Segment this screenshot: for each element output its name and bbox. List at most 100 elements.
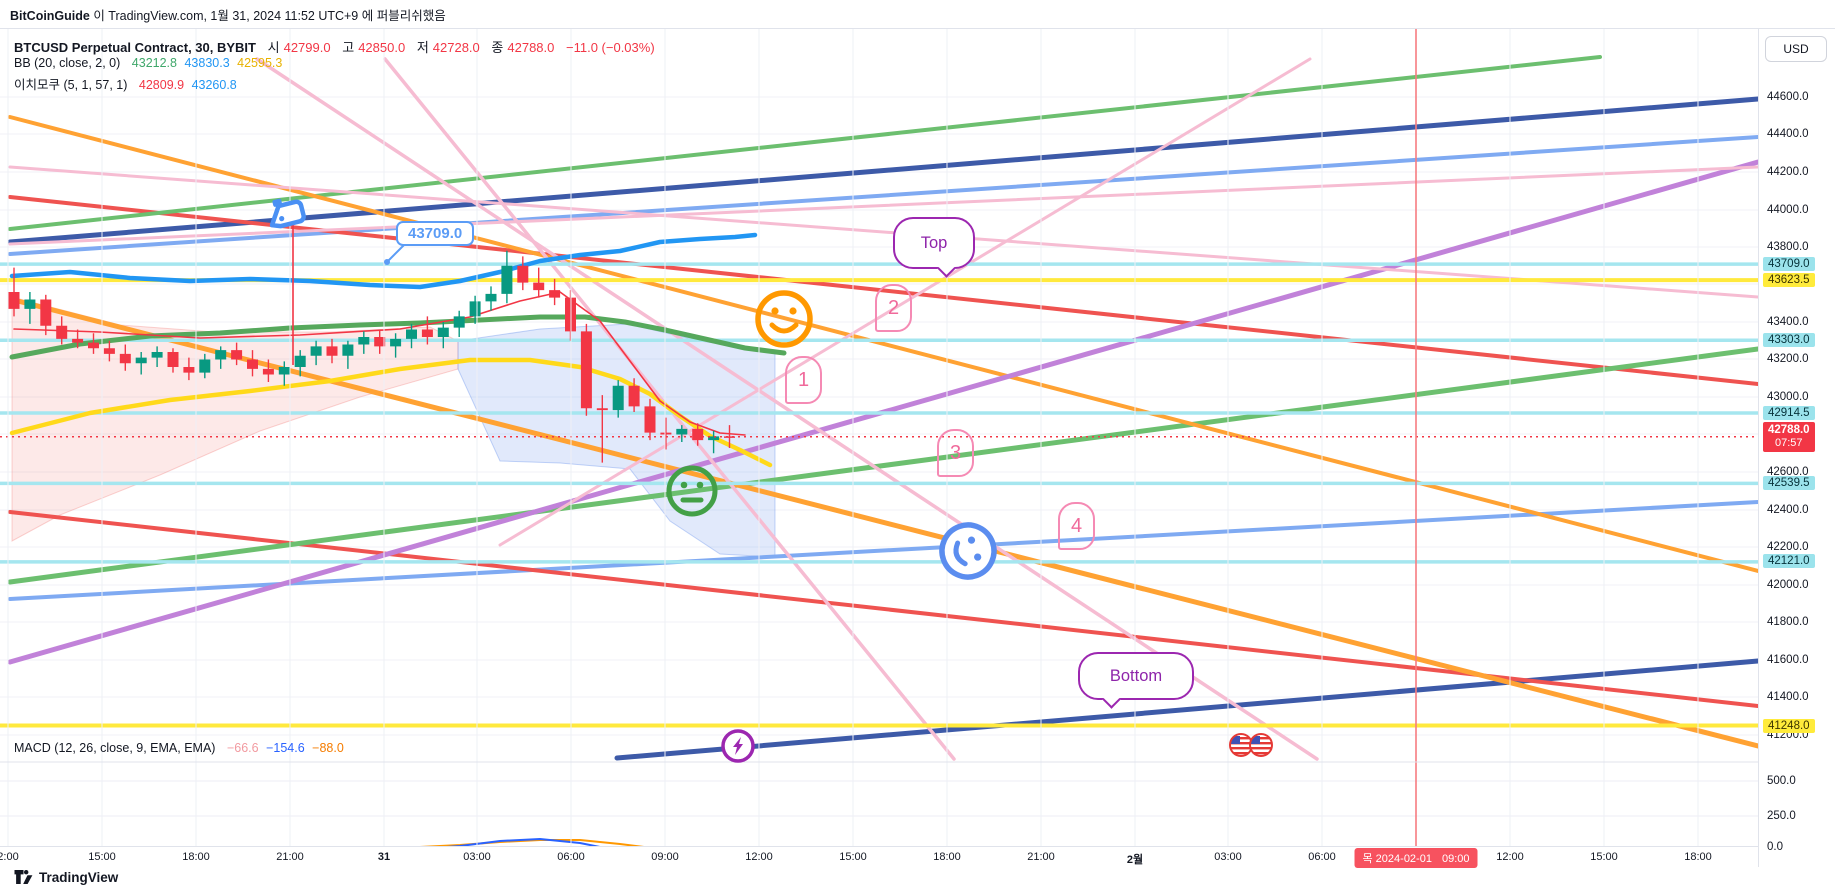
price-tick-label: 41600.0	[1767, 654, 1809, 666]
price-axis[interactable]: USD 44600.0 44400.0 44200.0 44000.0 43800.0 4…	[1758, 29, 1835, 867]
price-tick-label: 43400.0	[1767, 316, 1809, 328]
price-callout-drawing[interactable]: 43709.0	[396, 221, 475, 246]
candle-body	[231, 350, 243, 360]
candle-body	[40, 299, 52, 326]
tilted-smiley-face-emoji-stamp[interactable]	[936, 519, 1000, 583]
candle-body	[612, 385, 624, 411]
price-tag-icon[interactable]	[262, 191, 314, 239]
price-tick-label: 42400.0	[1767, 504, 1809, 516]
main-pane[interactable]	[0, 55, 1758, 761]
candle-body	[183, 367, 195, 373]
usa-flags-icon[interactable]	[1228, 731, 1276, 759]
time-tick-label: 06:00	[557, 851, 585, 863]
candle-body	[517, 265, 529, 283]
macd-title[interactable]: MACD (12, 26, close, 9, EMA, EMA)	[14, 741, 216, 755]
lightning-icon[interactable]	[719, 727, 757, 765]
ohlc-close: 종 42788.0	[491, 40, 555, 55]
bb-legend-row[interactable]: BB (20, close, 2, 0) 43212.8 43830.3 425…	[14, 56, 286, 70]
number-badge-4[interactable]: 4	[1058, 502, 1095, 550]
tradingview-brand-link[interactable]: TradingView	[14, 869, 118, 886]
candle-body	[692, 428, 704, 441]
top-speech-bubble[interactable]: Top	[893, 217, 975, 278]
time-tick-label: 15:00	[839, 851, 867, 863]
orange-trendline-upper[interactable]	[8, 115, 1758, 573]
bottom-speech-bubble[interactable]: Bottom	[1078, 652, 1194, 709]
last-price-badge: 42788.0 07:57	[1763, 421, 1815, 453]
candle-body	[215, 350, 227, 360]
bb-title[interactable]: BB (20, close, 2, 0)	[14, 56, 121, 70]
ichimoku-conversion-value: 42809.9	[138, 78, 185, 92]
candle-body	[72, 338, 84, 343]
navy-trendline-lower[interactable]	[614, 658, 1758, 761]
price-level-badge: 42914.5	[1763, 406, 1815, 420]
macd-signal-value: −88.0	[312, 741, 344, 755]
symbol-legend-row[interactable]: BTCUSD Perpetual Contract, 30, BYBIT 시 42…	[14, 37, 659, 56]
green-trendline-upper[interactable]	[8, 55, 1602, 231]
time-tick-label: 03:00	[1214, 851, 1242, 863]
candle-body	[628, 385, 640, 407]
price-level-badge: 41248.0	[1763, 719, 1815, 733]
bb-upper-value: 43830.3	[184, 56, 230, 70]
green-trendline-rising[interactable]	[7, 346, 1758, 585]
number-badge-2[interactable]: 2	[875, 284, 912, 332]
change-value: −11.0 (−0.03%)	[566, 40, 655, 55]
candle-body	[374, 337, 386, 347]
happy-face-emoji-stamp[interactable]	[752, 287, 816, 351]
pink-rising-trendline[interactable]	[498, 57, 1312, 547]
candle-body	[580, 331, 592, 409]
number-badge-3[interactable]: 3	[937, 429, 974, 477]
candle-body	[660, 432, 672, 435]
macd-legend-row[interactable]: MACD (12, 26, close, 9, EMA, EMA) −66.6 …	[14, 741, 348, 755]
time-tick-label: 03:00	[463, 851, 491, 863]
macd-tick-label: 500.0	[1767, 775, 1796, 787]
number-badge-1[interactable]: 1	[785, 356, 822, 404]
candle-body	[469, 301, 481, 317]
time-tick-label: 2:00	[0, 851, 19, 863]
candle-body	[8, 292, 20, 309]
price-tick-label: 41400.0	[1767, 691, 1809, 703]
candle-body	[708, 436, 720, 441]
ichimoku-base-value: 43260.8	[191, 78, 237, 92]
ohlc-high: 고 42850.0	[342, 40, 406, 55]
cornflower-trendline-lower[interactable]	[8, 500, 1758, 601]
candle-body	[644, 406, 656, 433]
author-name[interactable]: BitCoinGuide	[10, 9, 90, 23]
price-level-badge: 43623.5	[1763, 273, 1815, 287]
cornflower-trendline-upper[interactable]	[8, 135, 1758, 256]
ichimoku-legend-row[interactable]: 이치모쿠 (5, 1, 57, 1) 42809.9 43260.8	[14, 74, 241, 93]
candle-body	[501, 265, 513, 294]
candle-body	[262, 368, 274, 375]
macd-pane[interactable]	[0, 780, 1758, 867]
footer: TradingView	[0, 866, 1835, 891]
candle-body	[342, 344, 354, 356]
price-tick-label: 42200.0	[1767, 541, 1809, 553]
chart-area[interactable]: BTCUSD Perpetual Contract, 30, BYBIT 시 42…	[0, 28, 1835, 868]
neutral-face-emoji-stamp[interactable]	[663, 462, 721, 520]
time-axis[interactable]: 목 2024-02-01 09:00 2:00 15:00 18:00 21:00 31 0…	[0, 846, 1758, 868]
candle-body	[596, 408, 608, 411]
price-tick-label: 42600.0	[1767, 466, 1809, 478]
candle-body	[56, 325, 68, 339]
pink-trendline-up[interactable]	[8, 165, 1758, 246]
candle-body	[167, 352, 179, 367]
candle-body	[119, 353, 131, 364]
currency-button[interactable]: USD	[1765, 36, 1827, 62]
price-level-badge: 43709.0	[1763, 257, 1815, 271]
price-tick-label: 44000.0	[1767, 204, 1809, 216]
price-tick-label: 43200.0	[1767, 353, 1809, 365]
symbol-title[interactable]: BTCUSD Perpetual Contract, 30, BYBIT	[14, 40, 256, 55]
orange-trendline-lower[interactable]	[7, 296, 1758, 749]
bb-basis-value: 43212.8	[131, 56, 177, 70]
candle-body	[676, 428, 688, 435]
ichimoku-conversion-line	[13, 291, 746, 436]
time-tick-label: 18:00	[933, 851, 961, 863]
time-tick-label: 21:00	[1027, 851, 1055, 863]
ohlc-low: 저 42728.0	[416, 40, 480, 55]
highlight-time: 09:00	[1441, 853, 1470, 865]
pink-trendline-down[interactable]	[8, 165, 1758, 299]
time-tick-label: 12:00	[745, 851, 773, 863]
pink-steep-trendline-2[interactable]	[255, 57, 1319, 761]
time-tick-label: 12:00	[1496, 851, 1524, 863]
price-tick-label: 43000.0	[1767, 391, 1809, 403]
ichimoku-title[interactable]: 이치모쿠 (5, 1, 57, 1)	[14, 78, 128, 92]
